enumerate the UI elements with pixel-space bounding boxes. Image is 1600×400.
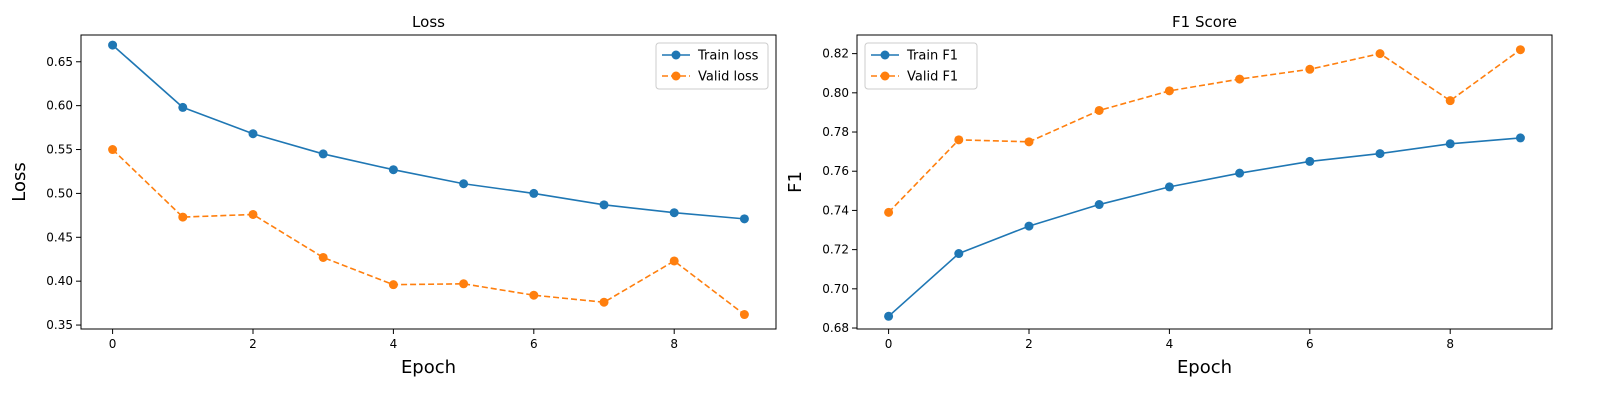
y-tick-label: 0.60: [46, 99, 73, 113]
data-point: [739, 214, 749, 224]
y-tick-label: 0.70: [822, 282, 849, 296]
y-tick-label: 0.80: [822, 86, 849, 100]
data-point: [1024, 137, 1034, 147]
y-tick-label: 0.65: [46, 55, 73, 69]
x-tick-label: 8: [1446, 337, 1454, 351]
data-point: [1305, 156, 1315, 166]
y-axis-title: Loss: [9, 162, 30, 201]
data-point: [1305, 64, 1315, 74]
data-point: [388, 280, 398, 290]
data-point: [178, 212, 188, 222]
y-axis-title: F1: [785, 171, 806, 193]
data-point: [459, 279, 469, 289]
data-point: [178, 102, 188, 112]
data-point: [1094, 200, 1104, 210]
series-1: [108, 40, 749, 224]
series-2: [884, 45, 1525, 217]
legend-label: Valid F1: [907, 70, 958, 85]
data-point: [1094, 105, 1104, 115]
series-1: [884, 133, 1525, 321]
data-point: [599, 200, 609, 210]
y-tick-label: 0.78: [822, 125, 849, 139]
legend-marker: [671, 71, 681, 81]
data-point: [884, 311, 894, 321]
legend: Train loss Valid loss: [655, 42, 769, 90]
chart-title: Loss: [412, 13, 445, 31]
data-point: [1164, 86, 1174, 96]
legend-label: Valid loss: [698, 70, 759, 85]
data-point: [108, 40, 118, 50]
chart-title: F1 Score: [1172, 13, 1237, 31]
data-point: [954, 249, 964, 259]
legend-marker: [880, 71, 890, 81]
y-tick-label: 0.76: [822, 164, 849, 178]
x-tick-label: 2: [249, 337, 257, 351]
data-point: [1375, 49, 1385, 59]
legend-marker: [880, 50, 890, 60]
data-point: [1024, 221, 1034, 231]
data-point: [318, 252, 328, 262]
x-axis-title: Epoch: [401, 357, 456, 378]
series-line: [112, 44, 745, 220]
y-tick-label: 0.72: [822, 243, 849, 257]
data-point: [529, 188, 539, 198]
x-tick-label: 4: [390, 337, 398, 351]
legend: Train F1 Valid F1: [864, 42, 978, 90]
data-point: [318, 149, 328, 159]
data-point: [884, 207, 894, 217]
data-point: [599, 297, 609, 307]
y-tick-label: 0.40: [46, 274, 73, 288]
legend-label: Train loss: [697, 49, 759, 64]
x-tick-label: 4: [1166, 337, 1174, 351]
data-point: [1235, 168, 1245, 178]
data-point: [1515, 133, 1525, 143]
legend-label: Train F1: [906, 49, 958, 64]
x-tick-label: 6: [1306, 337, 1314, 351]
y-tick-label: 0.55: [46, 143, 73, 157]
data-point: [669, 208, 679, 218]
chart-panel-2: F1 Score 0 2 4 6 8 0.68 0.70 0.72 0.74 0.76 0.78 0.8…: [785, 13, 1553, 378]
chart-panel-1: Loss 0 2 4 6 8 0.35 0.40 0.45 0.50 0.55 0.60 0.65 Epo…: [9, 13, 777, 378]
x-tick-label: 8: [670, 337, 678, 351]
data-point: [108, 145, 118, 155]
data-point: [739, 310, 749, 320]
data-point: [1375, 149, 1385, 159]
y-tick-label: 0.68: [822, 321, 849, 335]
data-point: [388, 165, 398, 175]
series-2: [108, 145, 749, 320]
x-tick-label: 6: [530, 337, 538, 351]
series-line: [112, 148, 745, 316]
x-tick-label: 0: [109, 337, 117, 351]
y-tick-label: 0.82: [822, 47, 849, 61]
data-point: [529, 290, 539, 300]
y-tick-label: 0.74: [822, 203, 849, 217]
series-line: [888, 137, 1521, 317]
data-point: [1164, 182, 1174, 192]
data-point: [1235, 74, 1245, 84]
plot-frame: [856, 34, 1553, 330]
y-tick-label: 0.45: [46, 230, 73, 244]
y-tick-label: 0.50: [46, 186, 73, 200]
data-point: [1445, 96, 1455, 106]
data-point: [954, 135, 964, 145]
data-point: [669, 256, 679, 266]
data-point: [459, 179, 469, 189]
x-tick-label: 0: [885, 337, 893, 351]
data-point: [1445, 139, 1455, 149]
data-point: [248, 209, 258, 219]
legend-marker: [671, 50, 681, 60]
data-point: [248, 129, 258, 139]
plot-frame: [80, 34, 777, 330]
y-tick-label: 0.35: [46, 318, 73, 332]
x-axis-title: Epoch: [1177, 357, 1232, 378]
x-tick-label: 2: [1025, 337, 1033, 351]
series-line: [888, 49, 1521, 213]
data-point: [1515, 45, 1525, 55]
